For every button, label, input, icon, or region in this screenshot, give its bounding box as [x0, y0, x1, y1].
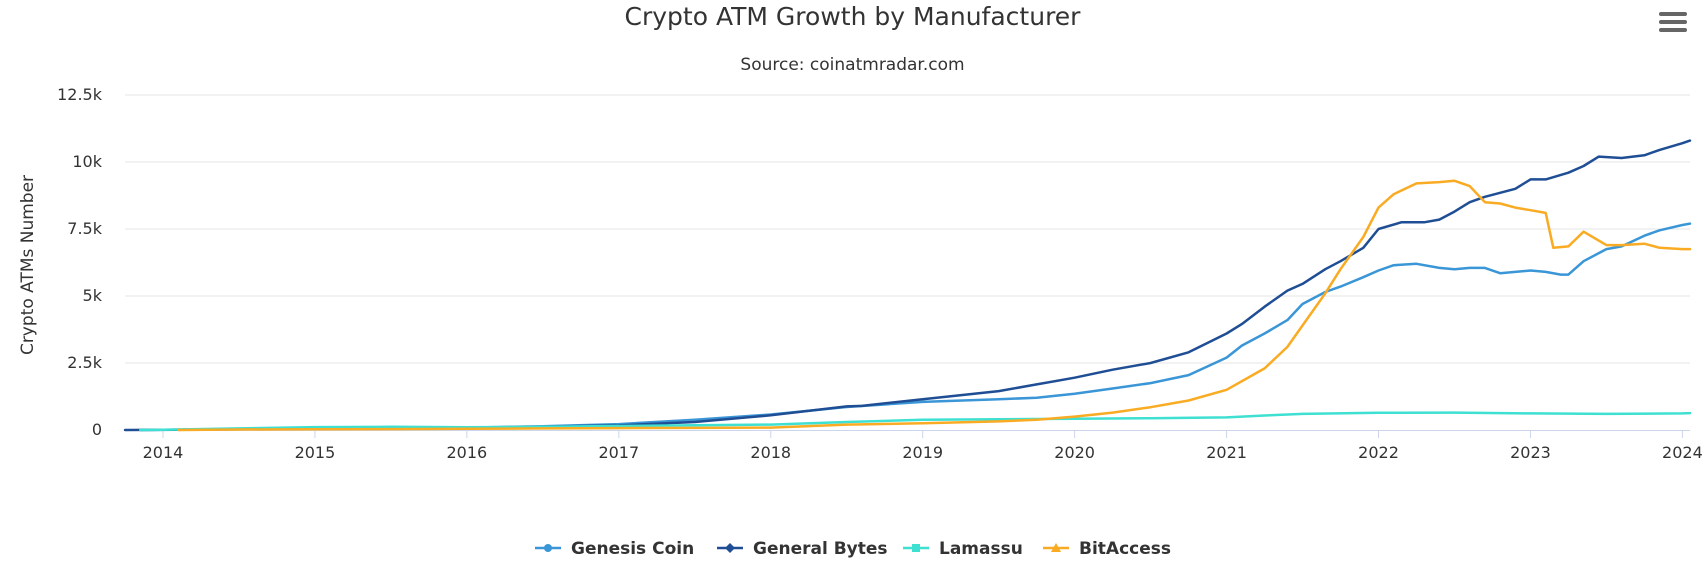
gridlines — [125, 94, 1690, 364]
legend-label: Genesis Coin — [571, 539, 694, 559]
legend-label: General Bytes — [753, 539, 888, 559]
y-tick-label: 0 — [92, 420, 102, 439]
legend-item-general-bytes[interactable]: General Bytes — [717, 539, 888, 559]
x-tick-label: 2015 — [295, 443, 336, 462]
x-tick-label: 2024 — [1662, 443, 1703, 462]
series-line-bitaccess — [176, 179, 1692, 432]
legend-item-lamassu[interactable]: Lamassu — [903, 539, 1023, 559]
y-tick-label: 7.5k — [67, 219, 102, 238]
legend-label: Lamassu — [939, 539, 1023, 559]
y-tick-label: 12.5k — [57, 85, 103, 104]
x-tick-label: 2014 — [143, 443, 184, 462]
chart-menu-icon[interactable] — [1659, 12, 1687, 34]
x-tick-label: 2022 — [1358, 443, 1399, 462]
x-tick-label: 2016 — [447, 443, 488, 462]
x-tick-label: 2017 — [598, 443, 639, 462]
series-line-general-bytes — [123, 139, 1692, 432]
y-tick-label: 10k — [72, 152, 102, 171]
legend-marker — [725, 543, 735, 553]
chart-title: Crypto ATM Growth by Manufacturer — [624, 2, 1081, 31]
series-line-genesis-coin — [138, 222, 1692, 432]
series-line-lamassu — [138, 411, 1692, 432]
y-axis-label: Crypto ATMs Number — [18, 175, 38, 355]
legend-marker — [544, 544, 552, 552]
plot-area — [123, 139, 1692, 432]
legend-label: BitAccess — [1079, 539, 1171, 559]
x-axis: 2014 2015 2016 2017 2018 2019 2020 2021 2022 2023… — [125, 430, 1703, 462]
x-tick-label: 2020 — [1054, 443, 1095, 462]
menu-bar — [1659, 28, 1687, 32]
menu-bar — [1659, 12, 1687, 16]
legend-marker — [1051, 543, 1061, 552]
legend-item-genesis-coin[interactable]: Genesis Coin — [535, 539, 694, 559]
chart-subtitle: Source: coinatmradar.com — [740, 55, 965, 75]
y-axis: 0 2.5k 5k 7.5k 10k 12.5k — [57, 85, 103, 439]
x-tick-label: 2019 — [902, 443, 943, 462]
legend-marker — [912, 544, 920, 552]
menu-bar — [1659, 20, 1687, 24]
legend: Genesis Coin General Bytes Lamassu BitAcces… — [535, 539, 1171, 559]
legend-item-bitaccess[interactable]: BitAccess — [1043, 539, 1171, 559]
x-tick-label: 2018 — [750, 443, 791, 462]
x-tick-label: 2023 — [1510, 443, 1551, 462]
y-tick-label: 5k — [83, 286, 103, 305]
x-tick-label: 2021 — [1206, 443, 1247, 462]
y-tick-label: 2.5k — [67, 353, 102, 372]
